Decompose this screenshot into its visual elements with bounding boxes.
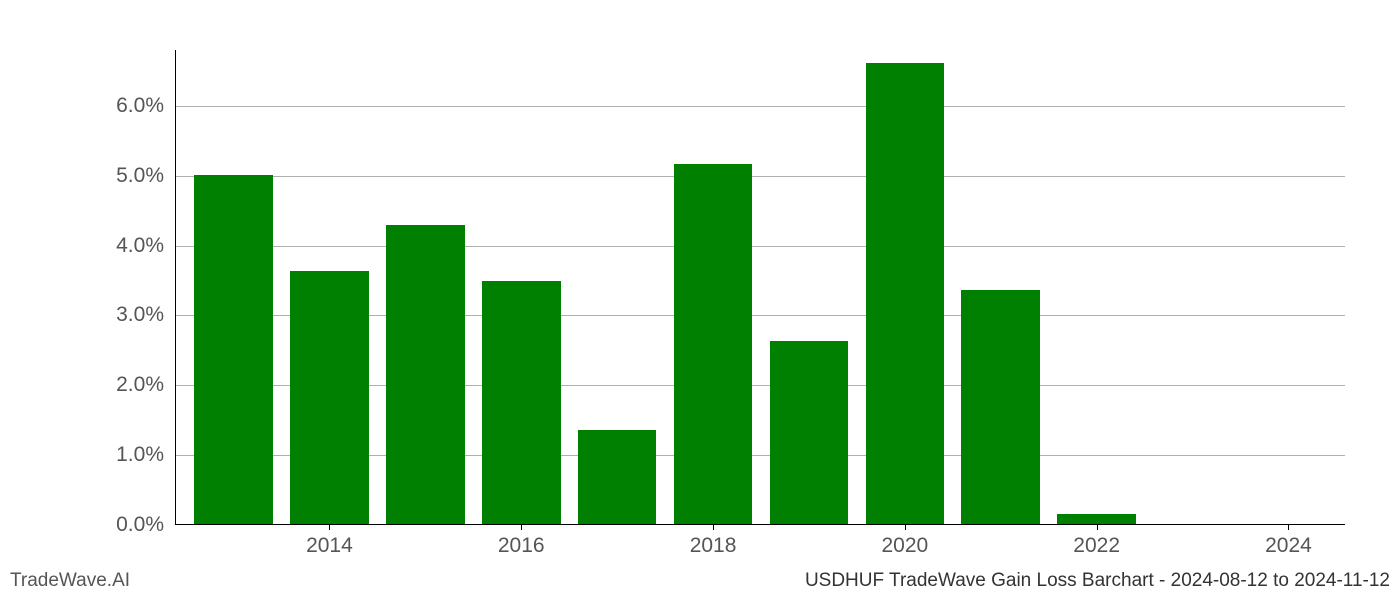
bar (961, 290, 1040, 524)
x-tick-label: 2024 (1265, 534, 1312, 558)
y-tick-label: 5.0% (116, 164, 164, 188)
y-tick-label: 3.0% (116, 303, 164, 327)
bar (578, 430, 657, 524)
y-tick-label: 2.0% (116, 373, 164, 397)
x-tick-mark (713, 524, 714, 530)
x-tick-mark (1097, 524, 1098, 530)
x-tick-label: 2018 (690, 534, 737, 558)
x-tick-label: 2022 (1073, 534, 1120, 558)
x-tick-mark (329, 524, 330, 530)
gridline (176, 106, 1345, 107)
x-tick-label: 2020 (881, 534, 928, 558)
footer-caption: USDHUF TradeWave Gain Loss Barchart - 20… (805, 570, 1390, 592)
bar (866, 63, 945, 524)
plot-region: 0.0%1.0%2.0%3.0%4.0%5.0%6.0%201420162018… (175, 50, 1345, 525)
bar (1057, 514, 1136, 524)
bar (674, 164, 753, 524)
y-tick-label: 1.0% (116, 443, 164, 467)
bar (386, 225, 465, 524)
bar (290, 271, 369, 524)
x-tick-mark (905, 524, 906, 530)
bar-chart: 0.0%1.0%2.0%3.0%4.0%5.0%6.0%201420162018… (175, 50, 1345, 525)
gridline (176, 176, 1345, 177)
y-tick-label: 0.0% (116, 513, 164, 537)
y-tick-label: 4.0% (116, 234, 164, 258)
gridline (176, 246, 1345, 247)
bar (482, 281, 561, 524)
bar (194, 175, 273, 524)
x-tick-mark (1288, 524, 1289, 530)
x-tick-label: 2016 (498, 534, 545, 558)
x-tick-mark (521, 524, 522, 530)
footer-brand: TradeWave.AI (10, 570, 130, 592)
bar (770, 341, 849, 524)
y-tick-label: 6.0% (116, 94, 164, 118)
x-tick-label: 2014 (306, 534, 353, 558)
